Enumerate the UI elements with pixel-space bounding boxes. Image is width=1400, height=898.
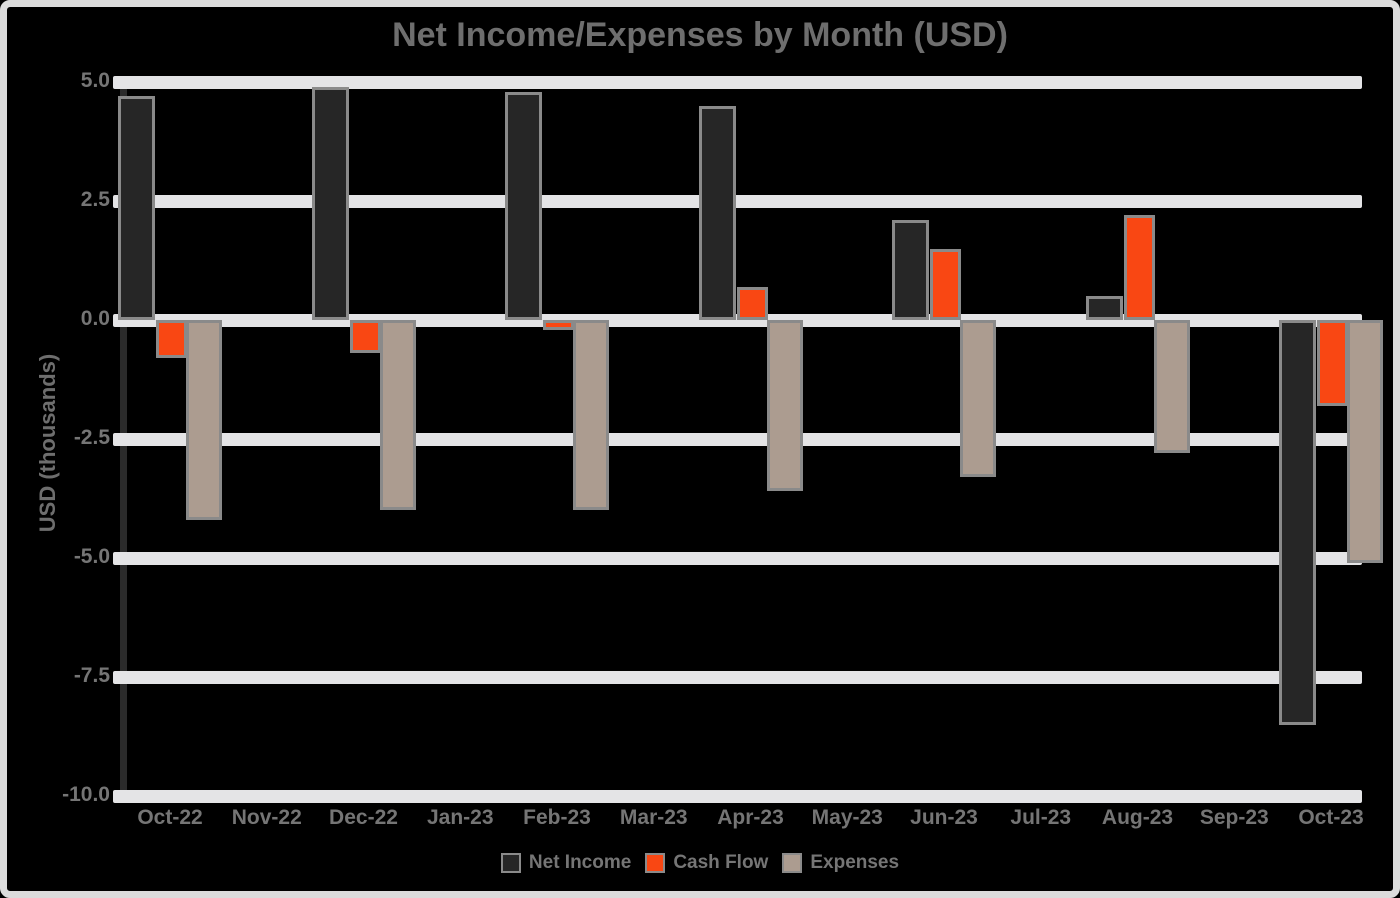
gridline [113,433,1362,446]
gridline [113,314,1362,327]
x-tick-label: Mar-23 [619,806,688,829]
legend-label: Expenses [810,852,900,873]
y-tick-label: -10.0 [62,783,110,806]
bar-net-income [118,96,155,320]
bar-expenses [186,320,222,520]
x-tick-label: Feb-23 [523,806,591,829]
x-tick-label: Jul-23 [1010,806,1072,829]
gridline [113,76,1362,89]
bar-net-income [698,105,736,320]
bar-cash-flow [930,248,961,320]
bar-cash-flow [543,320,574,330]
bar-expenses [573,320,609,511]
x-tick-label: Nov-22 [231,806,302,829]
y-tick-label: -2.5 [73,426,110,449]
legend-item: Expenses [782,852,899,874]
legend-item: Net Income [500,852,632,874]
bar-cash-flow [1123,215,1155,320]
x-tick-label: Aug-23 [1101,806,1174,829]
x-tick-label: Sep-23 [1199,806,1269,829]
y-tick-label: 0.0 [80,307,110,330]
legend-swatch-icon [500,853,521,873]
bar-cash-flow [736,286,768,320]
gridline [113,671,1362,684]
legend: Net Income Cash Flow Expenses [0,852,1400,874]
bar-net-income [505,91,542,320]
legend-swatch-icon [645,853,666,873]
y-tick-label: -5.0 [73,545,110,568]
bar-net-income [311,86,349,320]
x-tick-label: Oct-23 [1298,806,1364,829]
bar-net-income [1279,320,1316,725]
y-tick-label: -7.5 [73,664,110,687]
bar-cash-flow [156,320,187,359]
legend-label: Cash Flow [673,852,769,873]
legend-label: Net Income [528,852,632,873]
chart-title: Net Income/Expenses by Month (USD) [392,16,1008,54]
bar-expenses [960,320,996,478]
bar-expenses [1347,320,1383,563]
bar-expenses [379,320,416,511]
legend-item: Cash Flow [645,852,768,874]
x-tick-label: Dec-22 [329,806,398,829]
gridline [113,790,1362,803]
y-tick-label: 5.0 [80,69,110,92]
bar-cash-flow [349,320,381,354]
bar-expenses [1153,320,1190,454]
gridline [113,552,1362,565]
bar-net-income [1085,296,1123,320]
x-tick-label: Apr-23 [717,806,784,829]
bar-cash-flow [1317,320,1348,406]
x-tick-label: Oct-22 [137,806,203,829]
bar-net-income [892,220,929,320]
legend-swatch-icon [782,853,803,873]
gridline [113,195,1362,208]
x-tick-label: Jun-23 [910,806,978,829]
x-tick-label: Jan-23 [426,806,494,829]
y-tick-label: 2.5 [80,188,110,211]
x-tick-label: May-23 [811,806,883,829]
bar-expenses [766,320,803,492]
